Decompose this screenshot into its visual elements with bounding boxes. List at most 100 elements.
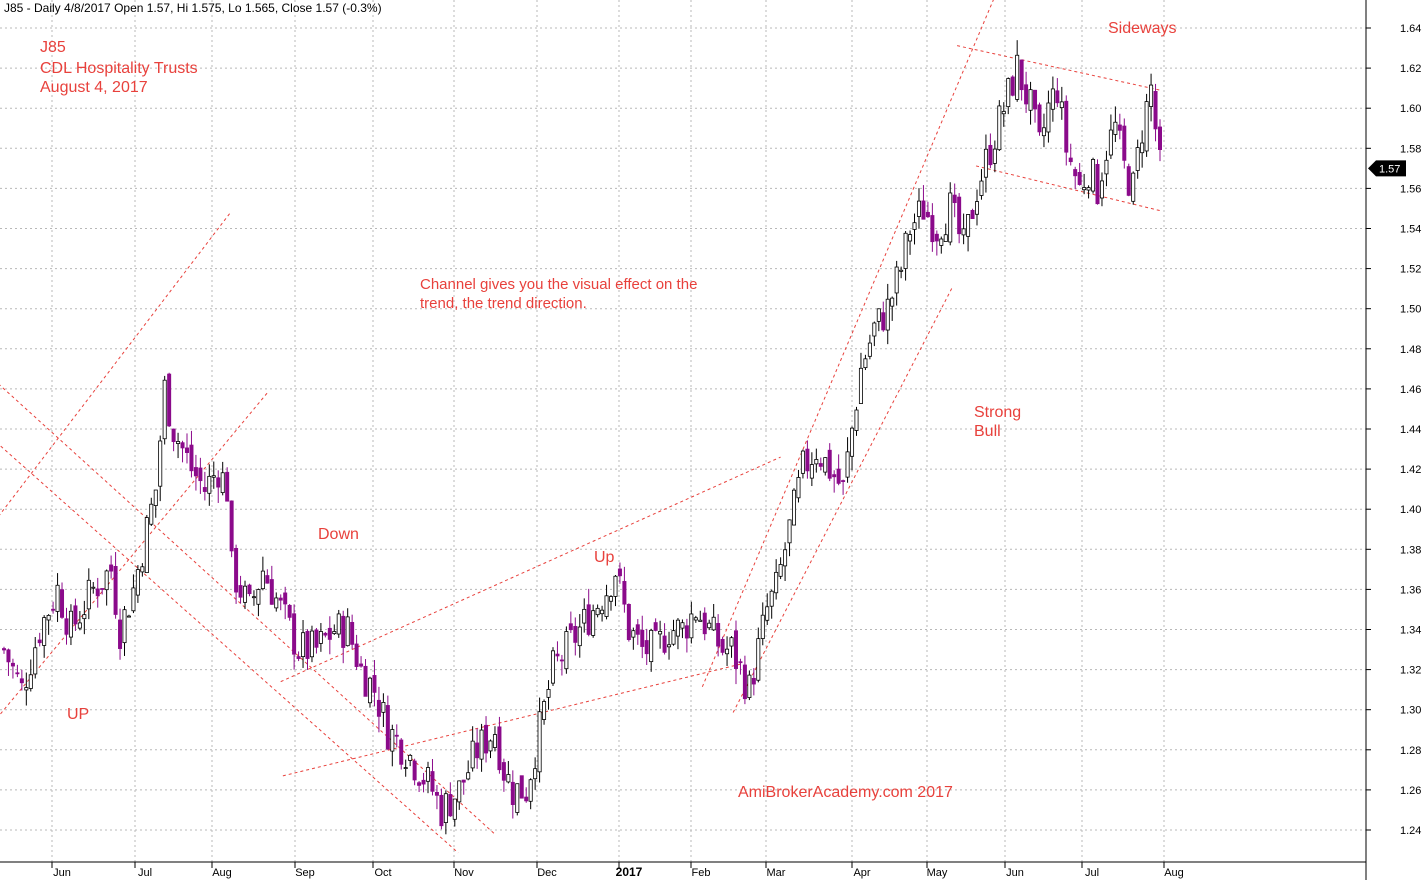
candle	[278, 594, 283, 611]
candle	[680, 619, 685, 639]
candle	[1091, 157, 1096, 194]
candle	[658, 620, 663, 649]
x-tick-label: Feb	[692, 867, 711, 879]
candle	[37, 632, 42, 647]
candle	[1015, 40, 1020, 102]
candle	[399, 738, 404, 770]
candle	[269, 565, 274, 605]
candle	[122, 606, 127, 656]
candle	[243, 580, 248, 610]
candle	[149, 497, 154, 526]
candle	[256, 588, 261, 617]
candle	[890, 296, 895, 321]
candle	[283, 586, 288, 620]
candle	[823, 457, 828, 476]
candle	[939, 236, 944, 254]
candle	[332, 624, 337, 635]
candle	[765, 593, 770, 625]
candle	[613, 574, 618, 607]
candle	[15, 664, 20, 678]
candle	[28, 659, 33, 692]
y-tick-label: 1.42	[1400, 464, 1421, 476]
candle	[524, 787, 529, 803]
candle	[689, 601, 694, 644]
candle	[77, 611, 82, 631]
candle	[95, 577, 100, 608]
candle	[738, 658, 743, 675]
channel-line-strong-bull-upper	[701, 0, 994, 688]
candle	[586, 588, 591, 637]
candle	[234, 544, 239, 604]
candle	[836, 454, 841, 486]
candle	[698, 610, 703, 622]
candle	[1024, 71, 1029, 113]
candle	[1108, 114, 1113, 159]
candle	[403, 759, 408, 777]
candle	[809, 452, 814, 487]
channel-line-sideways-lower	[975, 165, 1162, 212]
candle	[662, 623, 667, 655]
candle	[537, 697, 542, 783]
candle	[131, 574, 136, 614]
title-company: CDL Hospitality Trusts	[40, 60, 198, 77]
candle	[582, 598, 587, 633]
x-tick-label: Nov	[454, 867, 474, 879]
candle	[51, 601, 56, 614]
candle	[336, 609, 341, 638]
candle	[109, 555, 114, 579]
candle	[778, 557, 783, 580]
label-down: Down	[318, 526, 359, 543]
x-tick-label: Aug	[212, 867, 232, 879]
candle	[153, 489, 158, 518]
y-axis-ticks: 1.24 1.26 1.28 1.30 1.32 1.34 1.36 1.38 1.40 1.42…	[1366, 23, 1421, 837]
candle	[591, 604, 596, 638]
x-tick-label: Jul	[1085, 867, 1099, 879]
candle	[885, 283, 890, 345]
candle	[140, 563, 145, 577]
candlestick-series	[2, 40, 1163, 835]
candle	[171, 428, 176, 452]
candle	[144, 514, 149, 574]
candle	[260, 556, 265, 591]
candle	[323, 631, 328, 638]
candle	[858, 352, 863, 404]
candle	[484, 716, 489, 763]
candle	[903, 231, 908, 281]
candle	[506, 761, 511, 784]
candle	[251, 590, 256, 606]
candle	[725, 636, 730, 667]
candle	[573, 617, 578, 656]
candle	[309, 625, 314, 663]
candle	[202, 471, 207, 501]
candle	[91, 582, 96, 594]
y-tick-label: 1.46	[1400, 384, 1421, 396]
candle	[595, 604, 600, 618]
candle	[992, 140, 997, 173]
candle	[716, 614, 721, 657]
candle	[448, 782, 453, 817]
candle	[10, 658, 15, 679]
candle	[1082, 173, 1087, 195]
price-flag-shape	[1368, 160, 1406, 177]
candle	[751, 668, 756, 696]
candle	[1010, 75, 1015, 97]
candle	[292, 604, 297, 670]
candle	[542, 699, 547, 725]
candle	[881, 301, 886, 332]
candle	[19, 669, 24, 691]
candle	[675, 618, 680, 650]
candle	[426, 761, 431, 794]
candle	[742, 655, 747, 705]
candle	[497, 716, 502, 774]
candle	[975, 189, 980, 226]
candle	[1122, 118, 1127, 169]
candle	[876, 308, 881, 332]
candle	[961, 213, 966, 245]
y-tick-label: 1.40	[1400, 504, 1421, 516]
candle	[774, 559, 779, 600]
candle	[73, 598, 78, 631]
y-tick-label: 1.36	[1400, 584, 1421, 596]
candle	[997, 100, 1002, 152]
